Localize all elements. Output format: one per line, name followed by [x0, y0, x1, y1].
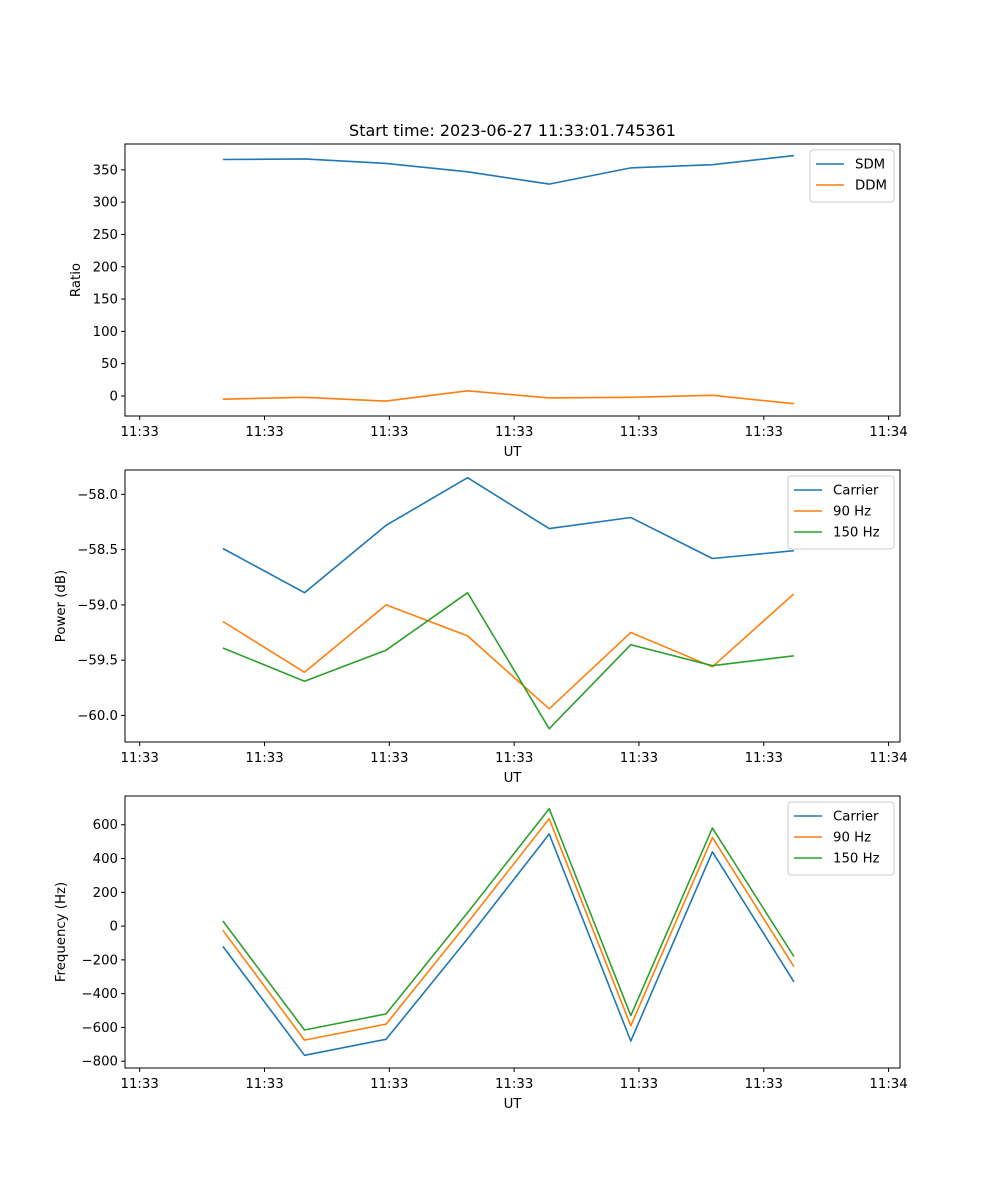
y-tick-label: 0 — [110, 920, 118, 935]
y-tick-label: 250 — [93, 228, 118, 243]
x-tick-label: 11:33 — [370, 1077, 408, 1092]
series-line-carrier — [222, 833, 795, 1057]
legend-box — [787, 801, 895, 876]
legend-box — [787, 475, 895, 550]
y-tick-label: 600 — [93, 818, 118, 833]
x-tick-label: 11:33 — [245, 425, 283, 440]
legend: Carrier 90 Hz 150 Hz — [787, 475, 895, 550]
y-tick-label: −59.5 — [77, 654, 118, 669]
x-tick-label: 11:33 — [245, 1077, 283, 1092]
x-tick-label: 11:33 — [620, 751, 658, 766]
y-axis-label: Power (dB) — [54, 570, 69, 642]
y-tick-label: −59.0 — [77, 598, 118, 613]
y-tick-label: 350 — [93, 163, 118, 178]
legend-label: Carrier — [833, 810, 879, 825]
legend-box — [809, 149, 895, 203]
y-tick-label: 200 — [93, 260, 118, 275]
x-tick-label: 11:33 — [495, 751, 533, 766]
y-tick-label: −60.0 — [77, 709, 118, 724]
series-line-90-hz — [222, 593, 795, 710]
plot-area — [124, 469, 901, 743]
y-tick-label: −600 — [81, 1021, 118, 1036]
plot-area — [124, 795, 901, 1069]
x-tick-label: 11:33 — [495, 1077, 533, 1092]
legend: Carrier 90 Hz 150 Hz — [787, 801, 895, 876]
legend-label: 150 Hz — [833, 526, 880, 541]
legend-label: Carrier — [833, 484, 879, 499]
x-tick-label: 11:33 — [121, 1077, 159, 1092]
x-tick-label: 11:34 — [869, 425, 907, 440]
x-tick-label: 11:33 — [745, 751, 783, 766]
legend: SDM DDM — [809, 149, 895, 203]
series-line-150-hz — [222, 591, 794, 730]
y-tick-label: 150 — [93, 293, 118, 308]
y-tick-label: 0 — [110, 389, 118, 404]
legend-label: DDM — [855, 179, 887, 194]
y-axis-label: Ratio — [69, 263, 84, 297]
figure-title: Start time: 2023-06-27 11:33:01.745361 — [349, 121, 676, 140]
x-axis-label: UT — [504, 771, 523, 786]
x-tick-label: 11:34 — [869, 751, 907, 766]
legend-label: SDM — [855, 158, 885, 173]
x-axis-label: UT — [504, 445, 523, 460]
y-tick-label: 50 — [101, 357, 118, 372]
y-tick-label: −58.0 — [77, 488, 118, 503]
x-tick-label: 11:33 — [620, 425, 658, 440]
panels: 0 50 100 150 200 250 300 350 11:33 11:33 11:33 11:3… — [54, 143, 908, 1112]
x-tick-label: 11:33 — [745, 1077, 783, 1092]
x-tick-label: 11:33 — [121, 425, 159, 440]
x-tick-label: 11:33 — [495, 425, 533, 440]
series-line-sdm — [222, 154, 794, 185]
y-tick-label: −400 — [81, 987, 118, 1002]
series-line-carrier — [222, 476, 794, 594]
x-tick-label: 11:33 — [370, 425, 408, 440]
y-tick-label: 400 — [93, 852, 118, 867]
series-line-ddm — [222, 389, 794, 405]
y-tick-label: 300 — [93, 196, 118, 211]
x-tick-label: 11:33 — [121, 751, 159, 766]
series-line-90-hz — [222, 817, 795, 1041]
legend-label: 90 Hz — [833, 831, 871, 846]
y-axis-label: Frequency (Hz) — [54, 882, 69, 982]
x-tick-label: 11:33 — [745, 425, 783, 440]
y-tick-label: −800 — [81, 1055, 118, 1070]
x-tick-label: 11:33 — [245, 751, 283, 766]
x-axis-label: UT — [504, 1097, 523, 1112]
y-tick-label: 100 — [93, 325, 118, 340]
x-tick-label: 11:33 — [620, 1077, 658, 1092]
legend-label: 150 Hz — [833, 852, 880, 867]
y-tick-label: −200 — [81, 953, 118, 968]
legend-label: 90 Hz — [833, 505, 871, 520]
y-tick-label: −58.5 — [77, 543, 118, 558]
chart-panel-2: −58.0 −58.5 −59.0 −59.5 −60.0 11:33 11:33 11:33… — [54, 469, 908, 786]
x-tick-label: 11:34 — [869, 1077, 907, 1092]
plot-area — [124, 143, 901, 417]
series-line-150-hz — [222, 807, 795, 1031]
x-tick-label: 11:33 — [370, 751, 408, 766]
chart-panel-1: 0 50 100 150 200 250 300 350 11:33 11:33 11:33 11:3… — [69, 143, 908, 460]
y-tick-label: 200 — [93, 886, 118, 901]
